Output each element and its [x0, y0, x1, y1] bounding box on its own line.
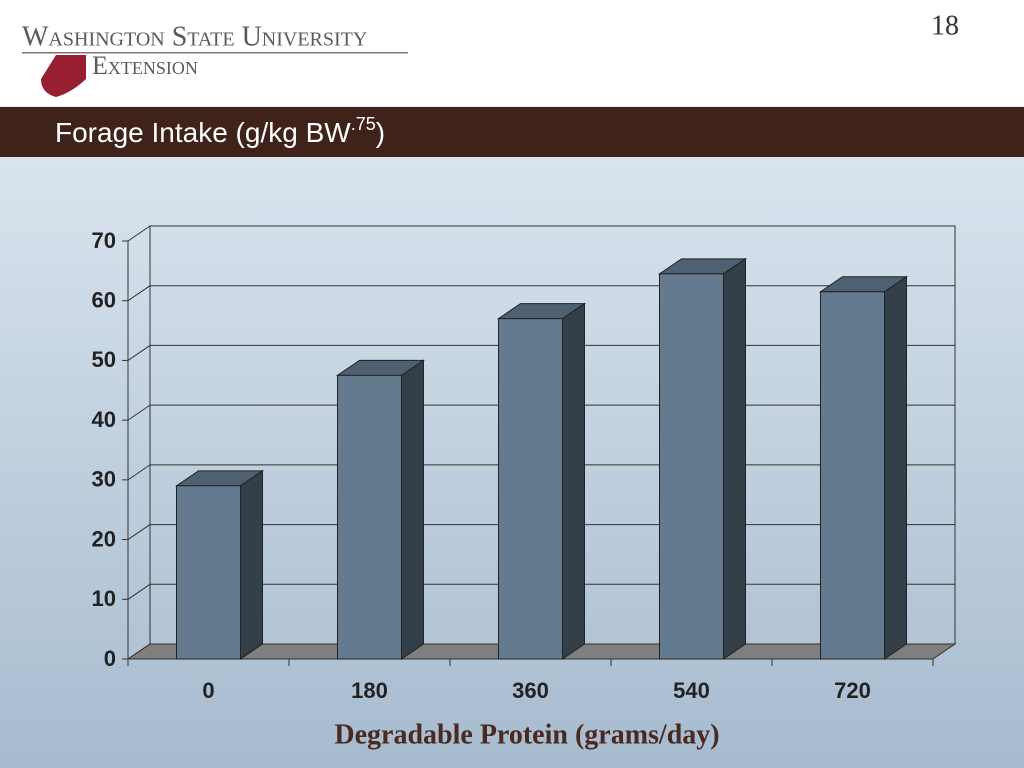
bar	[659, 273, 724, 660]
grid-line-side	[127, 643, 151, 660]
x-tick-label: 540	[673, 678, 710, 703]
logo-rule	[22, 52, 408, 54]
grid-line-side	[127, 285, 151, 302]
bar-side	[562, 302, 585, 660]
y-tick-label: 70	[92, 228, 116, 253]
title-superscript: .75	[351, 114, 376, 134]
grid-line-side	[127, 225, 151, 242]
x-tick-label: 180	[351, 678, 388, 703]
bar-side	[240, 469, 263, 660]
y-tick-label: 60	[92, 288, 116, 313]
bar	[176, 485, 241, 660]
title-band	[0, 107, 1024, 157]
logo-shield	[41, 55, 86, 97]
y-tick-label: 50	[92, 347, 116, 372]
grid-line-side	[127, 404, 151, 421]
bar	[498, 318, 563, 660]
x-tick-label: 360	[512, 678, 549, 703]
title-suffix: )	[376, 117, 385, 148]
grid-line-side	[127, 524, 151, 540]
slide-number: 18	[931, 10, 959, 41]
y-tick-label: 40	[92, 407, 116, 432]
logo-line1: Washington State University	[22, 21, 367, 52]
x-axis-label: Degradable Protein (grams/day)	[334, 719, 719, 750]
logo-line2: Extension	[92, 51, 198, 80]
bar-side	[884, 275, 907, 660]
plot: 0 10 20 30 40 50 60 70 0 180 360 540 720	[92, 225, 957, 703]
y-tick-label: 20	[92, 526, 116, 551]
grid-line-side	[127, 583, 151, 600]
chart-title: Forage Intake (g/kg BW.75)	[55, 114, 385, 149]
bar-side	[401, 359, 424, 660]
y-tick-label: 10	[92, 586, 116, 611]
x-tick-label: 0	[202, 678, 214, 703]
bar-side	[723, 257, 746, 660]
y-tick-label: 30	[92, 467, 116, 492]
y-tick-label: 0	[104, 646, 116, 671]
grid-line-side	[127, 464, 151, 481]
x-tick-label: 720	[834, 678, 871, 703]
grid-line-side	[127, 345, 151, 361]
bar	[337, 374, 402, 660]
bar	[820, 291, 885, 660]
title-main: Forage Intake (g/kg BW	[55, 117, 351, 148]
